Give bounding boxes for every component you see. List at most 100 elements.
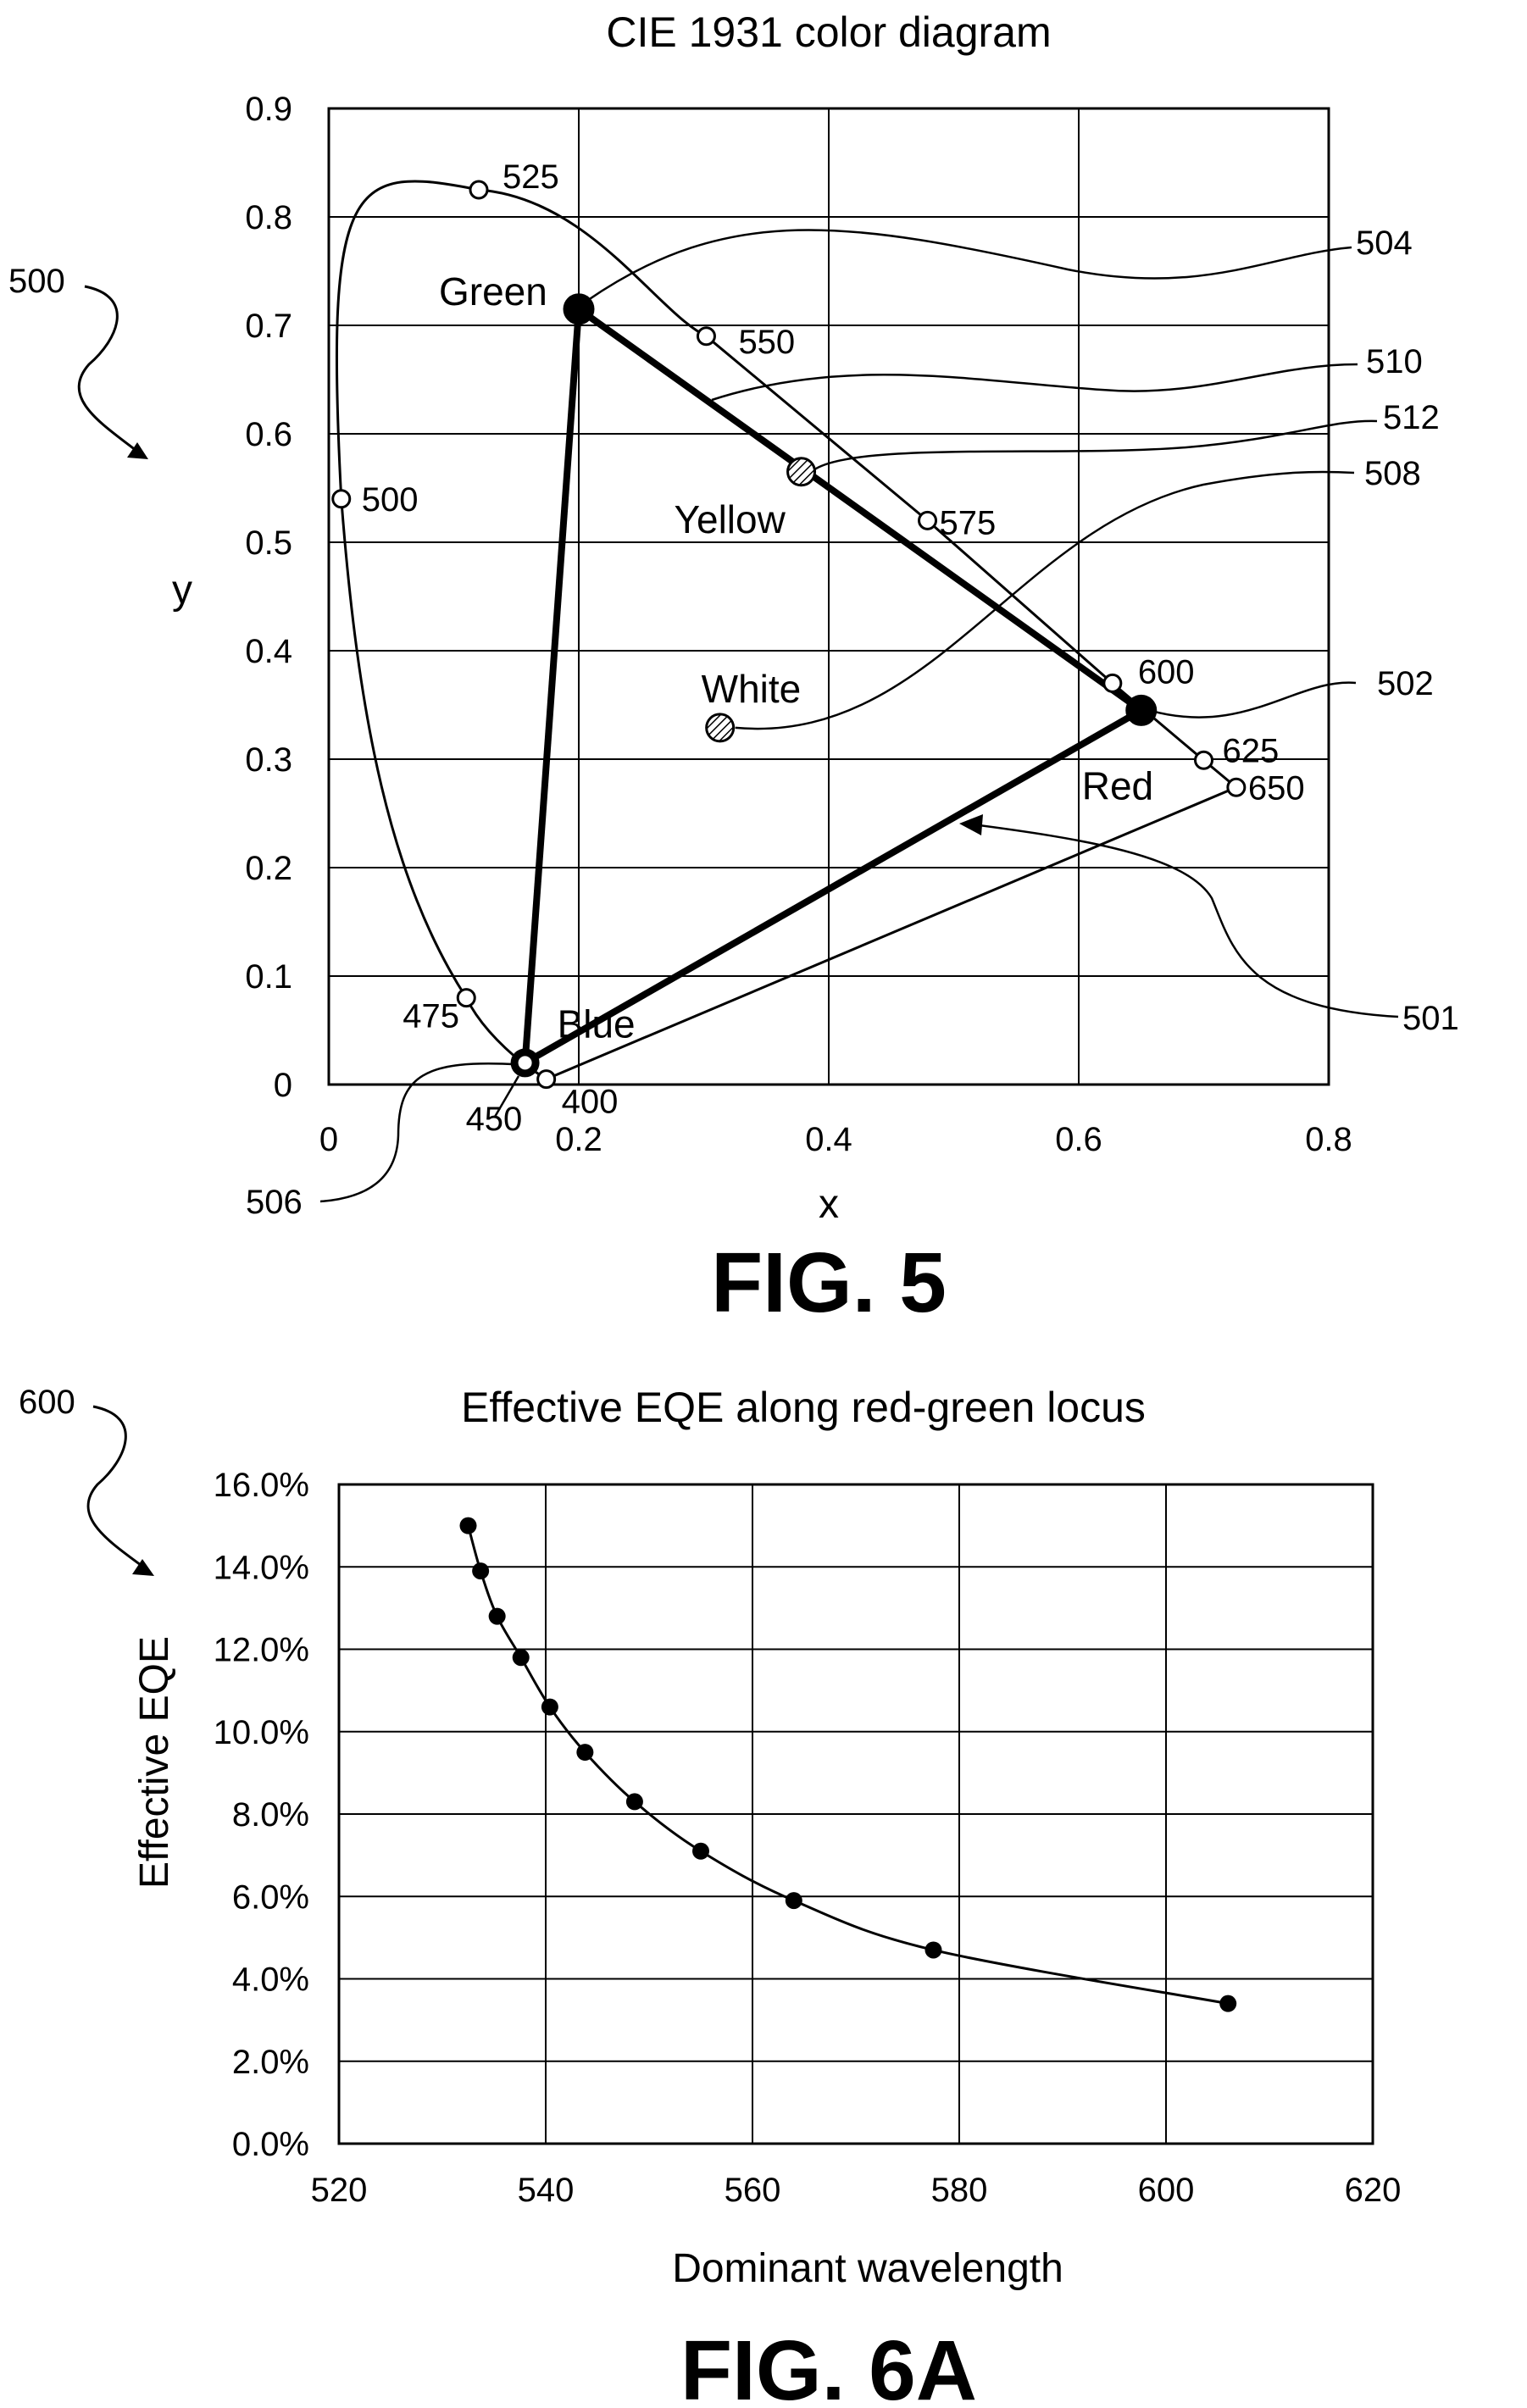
ref-500-arrowhead xyxy=(127,442,148,459)
ref-numeral-504: 504 xyxy=(1356,225,1413,262)
eqe-x-axis-label: Dominant wavelength xyxy=(672,2246,1063,2291)
eqe-x-tick-1: 540 xyxy=(518,2172,575,2209)
figure-label-fig5: FIG. 5 xyxy=(711,1235,947,1330)
wavelength-label-575: 575 xyxy=(940,504,997,541)
cie-tick-labels: 0 0.2 0.4 0.6 0.8 0 0.1 0.2 0.3 0.4 0.5 0.6 0.7 0.8 0.… xyxy=(245,91,1352,1158)
eqe-point-10 xyxy=(1219,1995,1237,2012)
spectral-locus-curve xyxy=(335,180,1237,1080)
primary-point-blue-inner xyxy=(518,1056,532,1070)
cie-x-tick-0: 0 xyxy=(319,1121,338,1158)
eqe-point-5 xyxy=(576,1744,594,1762)
eqe-title: Effective EQE along red-green locus xyxy=(461,1384,1146,1431)
cie-y-tick-8: 0.8 xyxy=(245,199,292,236)
cie-reference-numerals: 501 502 504 506 508 510 512 xyxy=(246,225,1459,1221)
eqe-chart: Effective EQE along red-green locus 520 5… xyxy=(19,1384,1401,2408)
eqe-y-tick-5: 10.0% xyxy=(214,1714,309,1751)
cie-y-axis-label: y xyxy=(172,568,192,613)
wavelength-label-600: 600 xyxy=(1138,653,1195,691)
leader-501 xyxy=(965,822,1399,1018)
cie-y-tick-9: 0.9 xyxy=(245,91,292,128)
wavelength-label-400: 400 xyxy=(562,1084,619,1121)
locus-marker-550 xyxy=(696,326,716,347)
wavelength-label-525: 525 xyxy=(503,158,559,196)
leader-504 xyxy=(586,229,1352,302)
wavelength-label-475: 475 xyxy=(403,998,459,1035)
eqe-tick-labels: 520 540 560 580 600 620 0.0% 2.0% 4.0% 6.0% 8.0% 10… xyxy=(214,1467,1402,2209)
cie-y-tick-7: 0.7 xyxy=(245,308,292,345)
wavelength-label-625: 625 xyxy=(1223,732,1280,769)
eqe-point-6 xyxy=(625,1793,643,1811)
ref-numeral-512: 512 xyxy=(1383,399,1440,436)
eqe-x-tick-5: 620 xyxy=(1345,2172,1402,2209)
leader-502 xyxy=(1149,681,1357,719)
wavelength-label-500: 500 xyxy=(362,481,419,519)
point-yellow xyxy=(786,457,817,487)
cie-y-tick-0: 0 xyxy=(274,1067,292,1104)
point-label-yellow: Yellow xyxy=(675,497,786,541)
leader-510 xyxy=(711,363,1358,402)
locus-marker-575 xyxy=(918,510,938,530)
cie-y-tick-4: 0.4 xyxy=(245,633,292,670)
spectral-locus xyxy=(335,180,1237,1080)
ref-600-arrowhead xyxy=(132,1559,154,1576)
cie-y-tick-6: 0.6 xyxy=(245,416,292,453)
eqe-y-tick-1: 2.0% xyxy=(232,2044,309,2081)
locus-marker-650 xyxy=(1226,777,1247,797)
ref-numeral-502: 502 xyxy=(1377,665,1434,702)
point-label-white: White xyxy=(702,667,802,711)
eqe-y-tick-7: 14.0% xyxy=(214,1549,309,1586)
locus-marker-500 xyxy=(331,489,352,509)
locus-marker-600 xyxy=(1102,673,1123,693)
primary-point-green xyxy=(563,293,595,325)
cie-y-tick-3: 0.3 xyxy=(245,741,292,779)
ref-500-squiggle xyxy=(77,285,141,455)
eqe-point-9 xyxy=(925,1941,942,1959)
eqe-line xyxy=(467,1525,1229,2006)
eqe-x-tick-3: 580 xyxy=(931,2172,988,2209)
cie-leader-lines xyxy=(319,229,1399,1203)
ref-numeral-510: 510 xyxy=(1366,343,1423,380)
figure-label-fig6a: FIG. 6A xyxy=(680,2323,977,2408)
cie-x-tick-3: 0.6 xyxy=(1055,1121,1102,1158)
gamut-edge-green-red xyxy=(576,306,1144,713)
eqe-x-tick-0: 520 xyxy=(311,2172,368,2209)
eqe-point-7 xyxy=(692,1842,709,1860)
figure-ref-500: 500 xyxy=(8,263,65,300)
eqe-y-tick-6: 12.0% xyxy=(214,1632,309,1669)
cie-x-axis-label: x xyxy=(819,1182,839,1227)
eqe-x-tick-2: 560 xyxy=(725,2172,781,2209)
locus-marker-400 xyxy=(536,1069,557,1090)
cie-diagram: CIE 1931 color diagram 0 0.2 0.4 0.6 0.8 0 0.1… xyxy=(8,8,1459,1330)
cie-y-tick-1: 0.1 xyxy=(245,958,292,996)
cie-y-tick-2: 0.2 xyxy=(245,850,292,887)
ref-numeral-506: 506 xyxy=(246,1184,303,1221)
primary-label-blue: Blue xyxy=(558,1001,636,1046)
ref-numeral-508: 508 xyxy=(1364,455,1421,492)
primary-label-green: Green xyxy=(439,269,547,313)
locus-marker-475 xyxy=(456,988,476,1008)
eqe-point-8 xyxy=(785,1892,802,1910)
leader-508 xyxy=(735,470,1355,730)
eqe-point-2 xyxy=(488,1607,506,1625)
ref-numeral-501: 501 xyxy=(1402,1000,1459,1037)
figure-ref-600: 600 xyxy=(19,1384,75,1421)
eqe-x-tick-4: 600 xyxy=(1138,2172,1195,2209)
eqe-y-tick-8: 16.0% xyxy=(214,1467,309,1504)
eqe-grid xyxy=(337,1483,1374,2145)
leader-506 xyxy=(319,1063,519,1203)
ref-600-squiggle xyxy=(86,1405,145,1569)
cie-y-tick-5: 0.5 xyxy=(245,524,292,562)
eqe-point-0 xyxy=(459,1517,477,1534)
wavelength-label-550: 550 xyxy=(738,324,795,361)
locus-marker-525 xyxy=(469,180,489,200)
cie-title: CIE 1931 color diagram xyxy=(606,8,1051,56)
eqe-y-tick-4: 8.0% xyxy=(232,1796,309,1834)
wavelength-label-650: 650 xyxy=(1248,769,1305,807)
cie-x-tick-1: 0.2 xyxy=(555,1121,602,1158)
gamut-edge-green-blue xyxy=(521,308,582,1063)
eqe-y-tick-0: 0.0% xyxy=(232,2126,309,2163)
eqe-series-curve xyxy=(467,1525,1229,2006)
cie-x-tick-2: 0.4 xyxy=(805,1121,852,1158)
